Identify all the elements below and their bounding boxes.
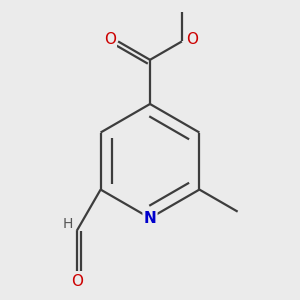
- Text: O: O: [104, 32, 116, 47]
- Text: N: N: [144, 211, 156, 226]
- Text: O: O: [71, 274, 83, 290]
- Text: H: H: [62, 217, 73, 231]
- Text: O: O: [186, 32, 198, 47]
